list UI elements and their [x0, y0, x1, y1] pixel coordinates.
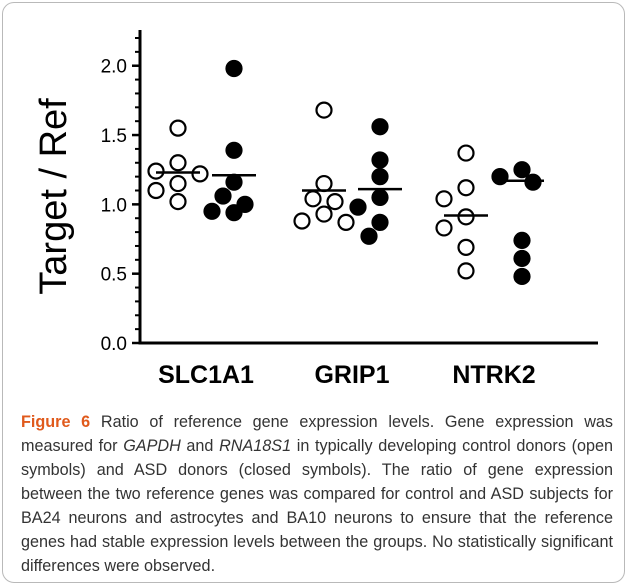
data-point-control [169, 119, 187, 137]
data-point-asd [214, 187, 232, 205]
data-point-asd [513, 267, 531, 286]
data-point-asd [360, 227, 378, 245]
y-tick-label: 1.5 [101, 126, 127, 147]
data-point-control [315, 174, 333, 193]
caption-gene-gapdh: GAPDH [123, 437, 181, 455]
x-category-label: SLC1A1 [158, 361, 254, 389]
data-point-asd [349, 198, 367, 216]
y-tick-label: 0.5 [101, 265, 127, 286]
y-tick-label: 2.0 [101, 57, 127, 78]
figure-label: Figure 6 [21, 413, 91, 431]
data-point-control [457, 238, 475, 256]
dot-plot-chart: Target / Ref 0.0 0.5 1.0 1.5 2.0 SLC1A1 GRIP1 NT… [33, 30, 598, 389]
data-point-asd [371, 151, 389, 169]
data-point-control [326, 192, 344, 211]
data-point-asd [513, 231, 531, 250]
data-point-control [304, 190, 322, 208]
data-point-control [191, 165, 209, 183]
data-point-control [435, 190, 453, 208]
caption-text-2: in typically developing control donors (… [21, 437, 613, 575]
data-point-control [147, 181, 165, 200]
data-point-asd [225, 141, 243, 159]
caption-text-and: and [180, 437, 220, 455]
data-point-asd [203, 202, 221, 220]
data-point-control [457, 179, 475, 197]
data-point-asd [371, 213, 389, 231]
data-point-control [293, 212, 311, 230]
x-category-label: NTRK2 [452, 361, 535, 389]
data-point-asd [513, 249, 531, 268]
data-point-control [337, 213, 355, 231]
data-point-control [315, 205, 333, 223]
data-point-control [435, 219, 453, 237]
data-point-control [457, 262, 475, 280]
data-point-control [457, 144, 475, 162]
y-tick-label: 1.0 [101, 195, 127, 216]
data-point-asd [225, 59, 243, 78]
caption-gene-rna18s1: RNA18S1 [219, 437, 292, 455]
data-point-asd [371, 168, 389, 186]
data-point-asd [524, 173, 542, 191]
data-point-control [169, 192, 187, 211]
data-point-control [457, 208, 475, 226]
y-tick-label: 0.0 [101, 334, 127, 355]
data-point-asd [371, 118, 389, 136]
data-point-control [169, 154, 187, 172]
data-point-control [315, 101, 333, 119]
data-point-control [169, 174, 187, 193]
caption-text-1: Ratio of reference gene expression level… [21, 413, 613, 455]
data-point-asd [225, 204, 243, 222]
data-point-asd [513, 161, 531, 179]
y-axis-label: Target / Ref [33, 98, 75, 295]
x-category-label: GRIP1 [314, 361, 389, 389]
data-point-asd [371, 188, 389, 207]
figure-caption: Figure 6 Ratio of reference gene express… [21, 410, 613, 578]
data-point-asd [225, 173, 243, 191]
data-point-control [147, 162, 165, 180]
